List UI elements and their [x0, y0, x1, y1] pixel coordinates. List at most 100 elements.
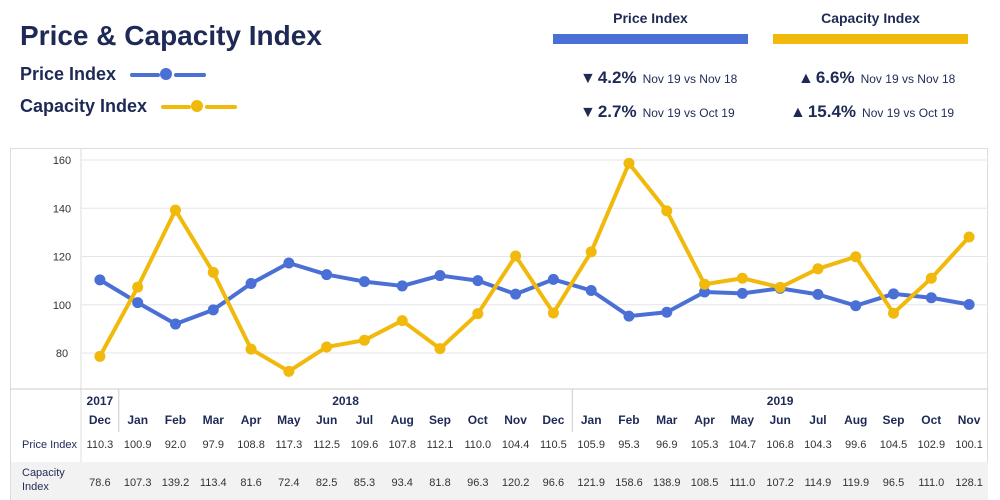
data-point-price	[472, 275, 484, 287]
table-cell-value: 138.9	[653, 477, 681, 489]
table-cell-value: 102.9	[918, 439, 946, 451]
data-point-capacity	[585, 246, 597, 258]
month-label: Dec	[89, 413, 111, 427]
kpi-capacity-yoy-label: Nov 19 vs Nov 18	[860, 72, 956, 86]
table-cell-value: 113.4	[200, 477, 227, 489]
data-point-capacity	[245, 343, 257, 355]
down-arrow-icon: ▼	[580, 70, 596, 87]
table-cell-value: 105.9	[577, 439, 605, 451]
table-cell-value: 109.6	[351, 439, 379, 451]
y-tick-label: 120	[53, 252, 71, 264]
kpi-price-yoy-pct: 4.2%	[597, 68, 637, 87]
month-label: Apr	[241, 413, 262, 427]
kpi-capacity-yoy-pct: 6.6%	[815, 68, 855, 87]
month-label: Nov	[504, 413, 527, 427]
kpi-price-mom-pct: 2.7%	[597, 102, 637, 121]
data-point-capacity	[623, 157, 635, 169]
table-cell-value: 104.5	[880, 439, 908, 451]
data-point-price	[925, 292, 937, 304]
kpi-price-heading: Price Index	[613, 10, 688, 26]
data-point-price	[888, 288, 900, 300]
data-point-capacity	[94, 350, 106, 362]
table-cell-value: 158.6	[615, 477, 643, 489]
table-cell-value: 112.1	[427, 439, 454, 451]
data-point-price	[434, 270, 446, 282]
data-point-price	[850, 300, 862, 312]
data-point-capacity	[132, 281, 144, 293]
data-point-capacity	[699, 278, 711, 290]
series-line-capacity	[97, 161, 972, 374]
data-point-capacity	[547, 307, 559, 319]
table-cell-value: 92.0	[165, 439, 186, 451]
data-point-capacity	[774, 281, 786, 293]
data-point-capacity	[510, 250, 522, 262]
data-point-price	[283, 257, 295, 269]
data-point-capacity	[169, 204, 181, 216]
month-label: Oct	[921, 413, 941, 427]
series-line-price	[97, 261, 972, 327]
legend-capacity-label: Capacity Index	[20, 96, 148, 116]
month-label: Jun	[316, 413, 337, 427]
table-cell-value: 110.5	[540, 439, 567, 451]
table-cell-value: 117.3	[275, 439, 302, 451]
table-cell-value: 106.8	[766, 439, 794, 451]
data-point-price	[245, 278, 257, 290]
data-point-price	[169, 318, 181, 330]
month-label: Dec	[542, 413, 564, 427]
table-cell-value: 119.9	[842, 477, 869, 489]
data-point-price	[963, 299, 975, 311]
table-cell-value: 97.9	[203, 439, 224, 451]
table-cell-value: 81.8	[429, 477, 450, 489]
kpi-price-mom-label: Nov 19 vs Oct 19	[642, 106, 735, 120]
table-cell-value: 121.9	[577, 477, 605, 489]
table-cell-value: 100.9	[124, 439, 152, 451]
kpi-capacity-heading: Capacity Index	[821, 10, 920, 26]
row-label-capacity: Capacity	[22, 467, 65, 479]
month-label: Sep	[429, 413, 451, 427]
table-cell-value: 114.9	[805, 477, 832, 489]
table-cell-value: 120.2	[502, 477, 530, 489]
down-arrow-icon: ▼	[580, 104, 596, 121]
table-cell-value: 104.3	[804, 439, 832, 451]
table-cell-value: 111.0	[729, 477, 755, 489]
data-point-capacity	[736, 272, 748, 284]
y-tick-label: 80	[56, 348, 68, 360]
month-label: Jul	[809, 413, 826, 427]
data-point-price	[812, 288, 824, 300]
kpi-price-yoy-label: Nov 19 vs Nov 18	[642, 72, 738, 86]
up-arrow-icon: ▲	[798, 70, 814, 87]
data-point-capacity	[396, 315, 408, 327]
data-point-price	[699, 286, 711, 298]
data-point-capacity	[888, 307, 900, 319]
legend-price-swatch	[130, 67, 207, 81]
table-cell-value: 107.8	[388, 439, 416, 451]
y-tick-label: 160	[53, 155, 71, 167]
month-label: Feb	[618, 413, 639, 427]
data-point-capacity	[812, 263, 824, 275]
data-point-capacity	[321, 341, 333, 353]
table-cell-value: 104.4	[502, 439, 530, 451]
month-label: Oct	[468, 413, 488, 427]
table-cell-value: 104.7	[729, 439, 757, 451]
up-arrow-icon: ▲	[790, 104, 806, 121]
table-cell-value: 110.0	[464, 439, 491, 451]
legend-capacity-swatch	[161, 99, 238, 113]
table-cell-value: 81.6	[240, 477, 261, 489]
table-cell-value: 139.2	[162, 477, 190, 489]
kpi-capacity-bar	[773, 34, 968, 44]
table-cell-value: 95.3	[618, 439, 639, 451]
row-label-price: Price Index	[22, 439, 78, 451]
table-cell-value: 85.3	[354, 477, 375, 489]
month-label: Mar	[203, 413, 225, 427]
data-point-capacity	[207, 266, 219, 278]
month-label: May	[731, 413, 755, 427]
table-cell-value: 105.3	[691, 439, 719, 451]
data-point-capacity	[283, 365, 295, 377]
data-point-capacity	[358, 334, 370, 346]
month-label: Sep	[883, 413, 905, 427]
data-point-price	[321, 269, 333, 281]
kpi-price-bar	[553, 34, 748, 44]
data-point-capacity	[472, 308, 484, 320]
table-cell-value: 82.5	[316, 477, 337, 489]
